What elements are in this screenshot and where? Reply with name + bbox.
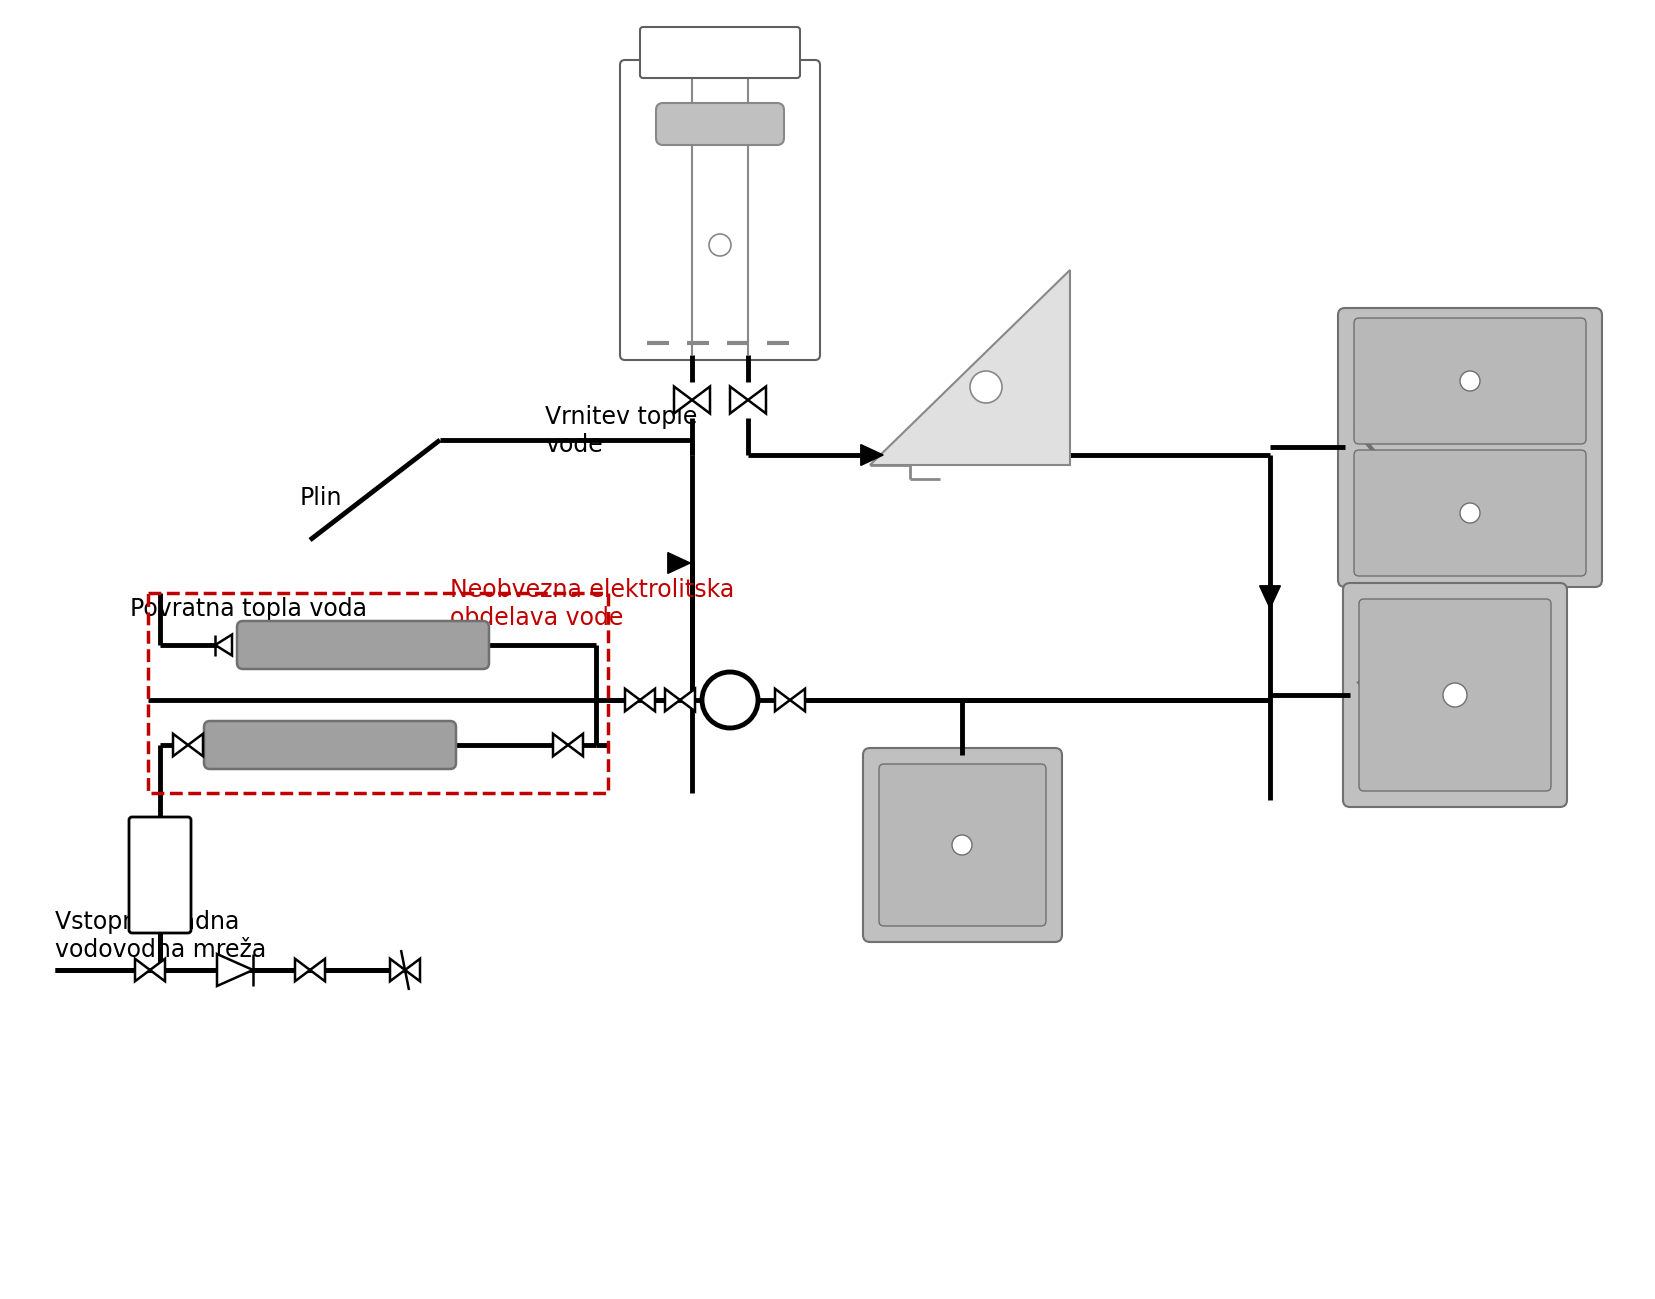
Text: Neobvezna elektrolitska
obdelava vode: Neobvezna elektrolitska obdelava vode bbox=[450, 578, 735, 630]
FancyBboxPatch shape bbox=[655, 103, 784, 145]
Polygon shape bbox=[136, 959, 151, 981]
FancyBboxPatch shape bbox=[237, 621, 488, 669]
Polygon shape bbox=[730, 387, 748, 413]
Polygon shape bbox=[748, 387, 766, 413]
Polygon shape bbox=[789, 688, 804, 712]
Polygon shape bbox=[674, 387, 692, 413]
FancyBboxPatch shape bbox=[1354, 318, 1585, 444]
Polygon shape bbox=[775, 688, 789, 712]
FancyBboxPatch shape bbox=[1359, 599, 1551, 791]
Circle shape bbox=[1443, 683, 1466, 707]
Text: Vstopna hladna
vodovodna mreža: Vstopna hladna vodovodna mreža bbox=[55, 911, 266, 961]
FancyBboxPatch shape bbox=[129, 817, 190, 933]
Polygon shape bbox=[405, 959, 420, 981]
Circle shape bbox=[952, 835, 971, 855]
Polygon shape bbox=[871, 270, 1071, 465]
Circle shape bbox=[1460, 372, 1480, 391]
Polygon shape bbox=[665, 688, 680, 712]
FancyBboxPatch shape bbox=[862, 748, 1063, 942]
Circle shape bbox=[708, 234, 732, 256]
Polygon shape bbox=[553, 734, 568, 756]
FancyBboxPatch shape bbox=[1342, 583, 1567, 807]
Polygon shape bbox=[295, 959, 309, 981]
FancyBboxPatch shape bbox=[204, 721, 457, 769]
Polygon shape bbox=[215, 634, 232, 656]
Polygon shape bbox=[309, 959, 324, 981]
Circle shape bbox=[702, 672, 758, 727]
Polygon shape bbox=[568, 734, 583, 756]
Circle shape bbox=[1460, 503, 1480, 523]
Circle shape bbox=[970, 372, 1001, 403]
FancyBboxPatch shape bbox=[879, 764, 1046, 926]
Text: Vrnitev tople
vode: Vrnitev tople vode bbox=[544, 405, 697, 457]
Polygon shape bbox=[669, 552, 690, 573]
FancyBboxPatch shape bbox=[621, 60, 819, 360]
Text: Plin: Plin bbox=[300, 486, 343, 511]
FancyBboxPatch shape bbox=[640, 27, 799, 78]
Polygon shape bbox=[189, 734, 204, 756]
Polygon shape bbox=[626, 688, 640, 712]
FancyBboxPatch shape bbox=[1354, 449, 1585, 575]
Polygon shape bbox=[692, 387, 710, 413]
Polygon shape bbox=[174, 734, 189, 756]
Polygon shape bbox=[1259, 586, 1281, 608]
FancyBboxPatch shape bbox=[1337, 308, 1602, 587]
Text: Povratna topla voda: Povratna topla voda bbox=[131, 598, 367, 621]
Polygon shape bbox=[640, 688, 655, 712]
Polygon shape bbox=[391, 959, 405, 981]
Polygon shape bbox=[217, 953, 253, 986]
Polygon shape bbox=[151, 959, 166, 981]
Polygon shape bbox=[861, 444, 884, 465]
Polygon shape bbox=[680, 688, 695, 712]
